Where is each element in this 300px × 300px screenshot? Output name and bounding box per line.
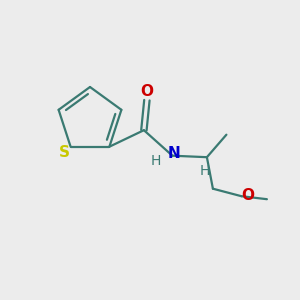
Text: O: O bbox=[242, 188, 254, 203]
Text: S: S bbox=[58, 145, 70, 160]
Text: N: N bbox=[167, 146, 180, 161]
Text: H: H bbox=[151, 154, 161, 168]
Text: O: O bbox=[140, 84, 153, 99]
Text: H: H bbox=[199, 164, 210, 178]
